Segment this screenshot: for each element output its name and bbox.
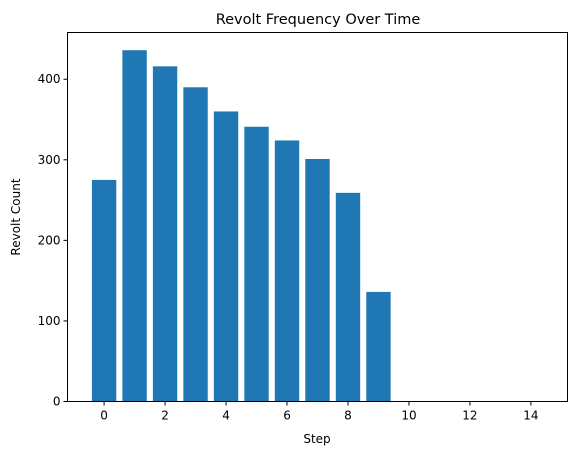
x-tick-label: 0 xyxy=(100,409,108,423)
x-tick-label: 4 xyxy=(222,409,230,423)
x-tick-label: 8 xyxy=(344,409,352,423)
plot-frame xyxy=(67,32,568,402)
bar-step-4 xyxy=(213,111,239,402)
x-tick-label: 2 xyxy=(161,409,169,423)
y-tick-label: 300 xyxy=(38,153,61,167)
y-axis-ticks: 0 100 200 300 400 xyxy=(38,72,68,409)
bar-step-9 xyxy=(366,291,391,402)
bar-step-8 xyxy=(335,192,361,402)
chart-title: Revolt Frequency Over Time xyxy=(216,12,421,28)
y-axis-label: Revolt Count xyxy=(9,178,23,255)
x-axis-label: Step xyxy=(303,432,330,446)
x-tick-label: 14 xyxy=(523,409,538,423)
x-axis-ticks: 0 2 4 6 8 10 12 14 xyxy=(100,401,539,423)
bar-step-0 xyxy=(91,179,117,402)
y-tick-label: 200 xyxy=(38,233,61,247)
bar-step-5 xyxy=(244,126,269,402)
bar-step-2 xyxy=(152,66,178,402)
bar-step-1 xyxy=(122,50,147,402)
x-tick-label: 10 xyxy=(401,409,416,423)
x-tick-label: 12 xyxy=(462,409,477,423)
y-tick-label: 0 xyxy=(53,395,61,409)
bar-step-6 xyxy=(274,140,300,402)
bars-group xyxy=(91,50,391,402)
bar-step-3 xyxy=(183,87,208,402)
bar-step-7 xyxy=(305,158,330,402)
y-tick-label: 400 xyxy=(38,72,61,86)
y-tick-label: 100 xyxy=(38,314,61,328)
x-tick-label: 6 xyxy=(283,409,291,423)
